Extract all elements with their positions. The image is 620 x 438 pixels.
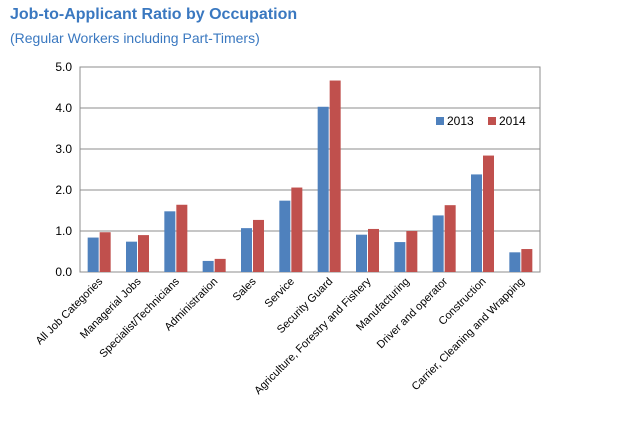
y-tick-label: 5.0 xyxy=(55,60,72,74)
x-category-label: Service xyxy=(263,276,297,310)
bar-2014-9 xyxy=(444,205,456,272)
chart-subtitle: (Regular Workers including Part-Timers) xyxy=(10,30,260,46)
bar-2013-9 xyxy=(432,215,444,272)
bar-2014-3 xyxy=(214,258,226,272)
bar-2014-4 xyxy=(253,219,264,272)
y-tick-label: 3.0 xyxy=(55,142,72,156)
bar-2014-5 xyxy=(291,187,303,272)
bar-2014-6 xyxy=(329,80,341,272)
legend-swatch-2014 xyxy=(488,117,496,125)
bar-2014-8 xyxy=(406,231,418,272)
y-tick-label: 1.0 xyxy=(55,224,72,238)
bar-2014-10 xyxy=(483,155,494,272)
bar-2013-8 xyxy=(394,242,406,272)
bar-2013-0 xyxy=(87,237,99,272)
bar-2014-2 xyxy=(176,204,188,272)
y-tick-label: 2.0 xyxy=(55,183,72,197)
legend: 2013 2014 xyxy=(436,114,526,128)
plot-area-border xyxy=(79,66,541,273)
bar-2014-7 xyxy=(368,228,379,272)
bars xyxy=(87,80,533,273)
legend-swatch-2013 xyxy=(436,117,444,125)
bar-2013-1 xyxy=(126,241,137,272)
bar-2014-11 xyxy=(521,249,533,272)
grid-layer xyxy=(79,66,541,273)
y-tick-label: 4.0 xyxy=(55,101,72,115)
bar-2013-5 xyxy=(279,200,291,272)
bar-2013-6 xyxy=(317,106,329,273)
x-category-label: Sales xyxy=(231,275,259,303)
bar-2013-4 xyxy=(241,228,252,272)
x-category-label: All Job Categories xyxy=(34,275,106,347)
bar-2014-1 xyxy=(138,235,149,272)
y-axis-ticks: 0.0 1.0 2.0 3.0 4.0 5.0 xyxy=(55,60,72,279)
chart-title: Job-to-Applicant Ratio by Occupation xyxy=(10,6,298,23)
bar-2013-11 xyxy=(509,252,521,272)
bar-2013-3 xyxy=(202,260,214,272)
legend-label-2014: 2014 xyxy=(499,114,526,128)
x-category-label: Driver and operator xyxy=(375,275,451,351)
bar-2013-7 xyxy=(356,234,367,272)
bar-2013-10 xyxy=(471,174,482,272)
bar-2014-0 xyxy=(99,232,111,272)
bar-2013-2 xyxy=(164,211,176,272)
legend-label-2013: 2013 xyxy=(447,114,474,128)
y-tick-label: 0.0 xyxy=(55,265,72,279)
